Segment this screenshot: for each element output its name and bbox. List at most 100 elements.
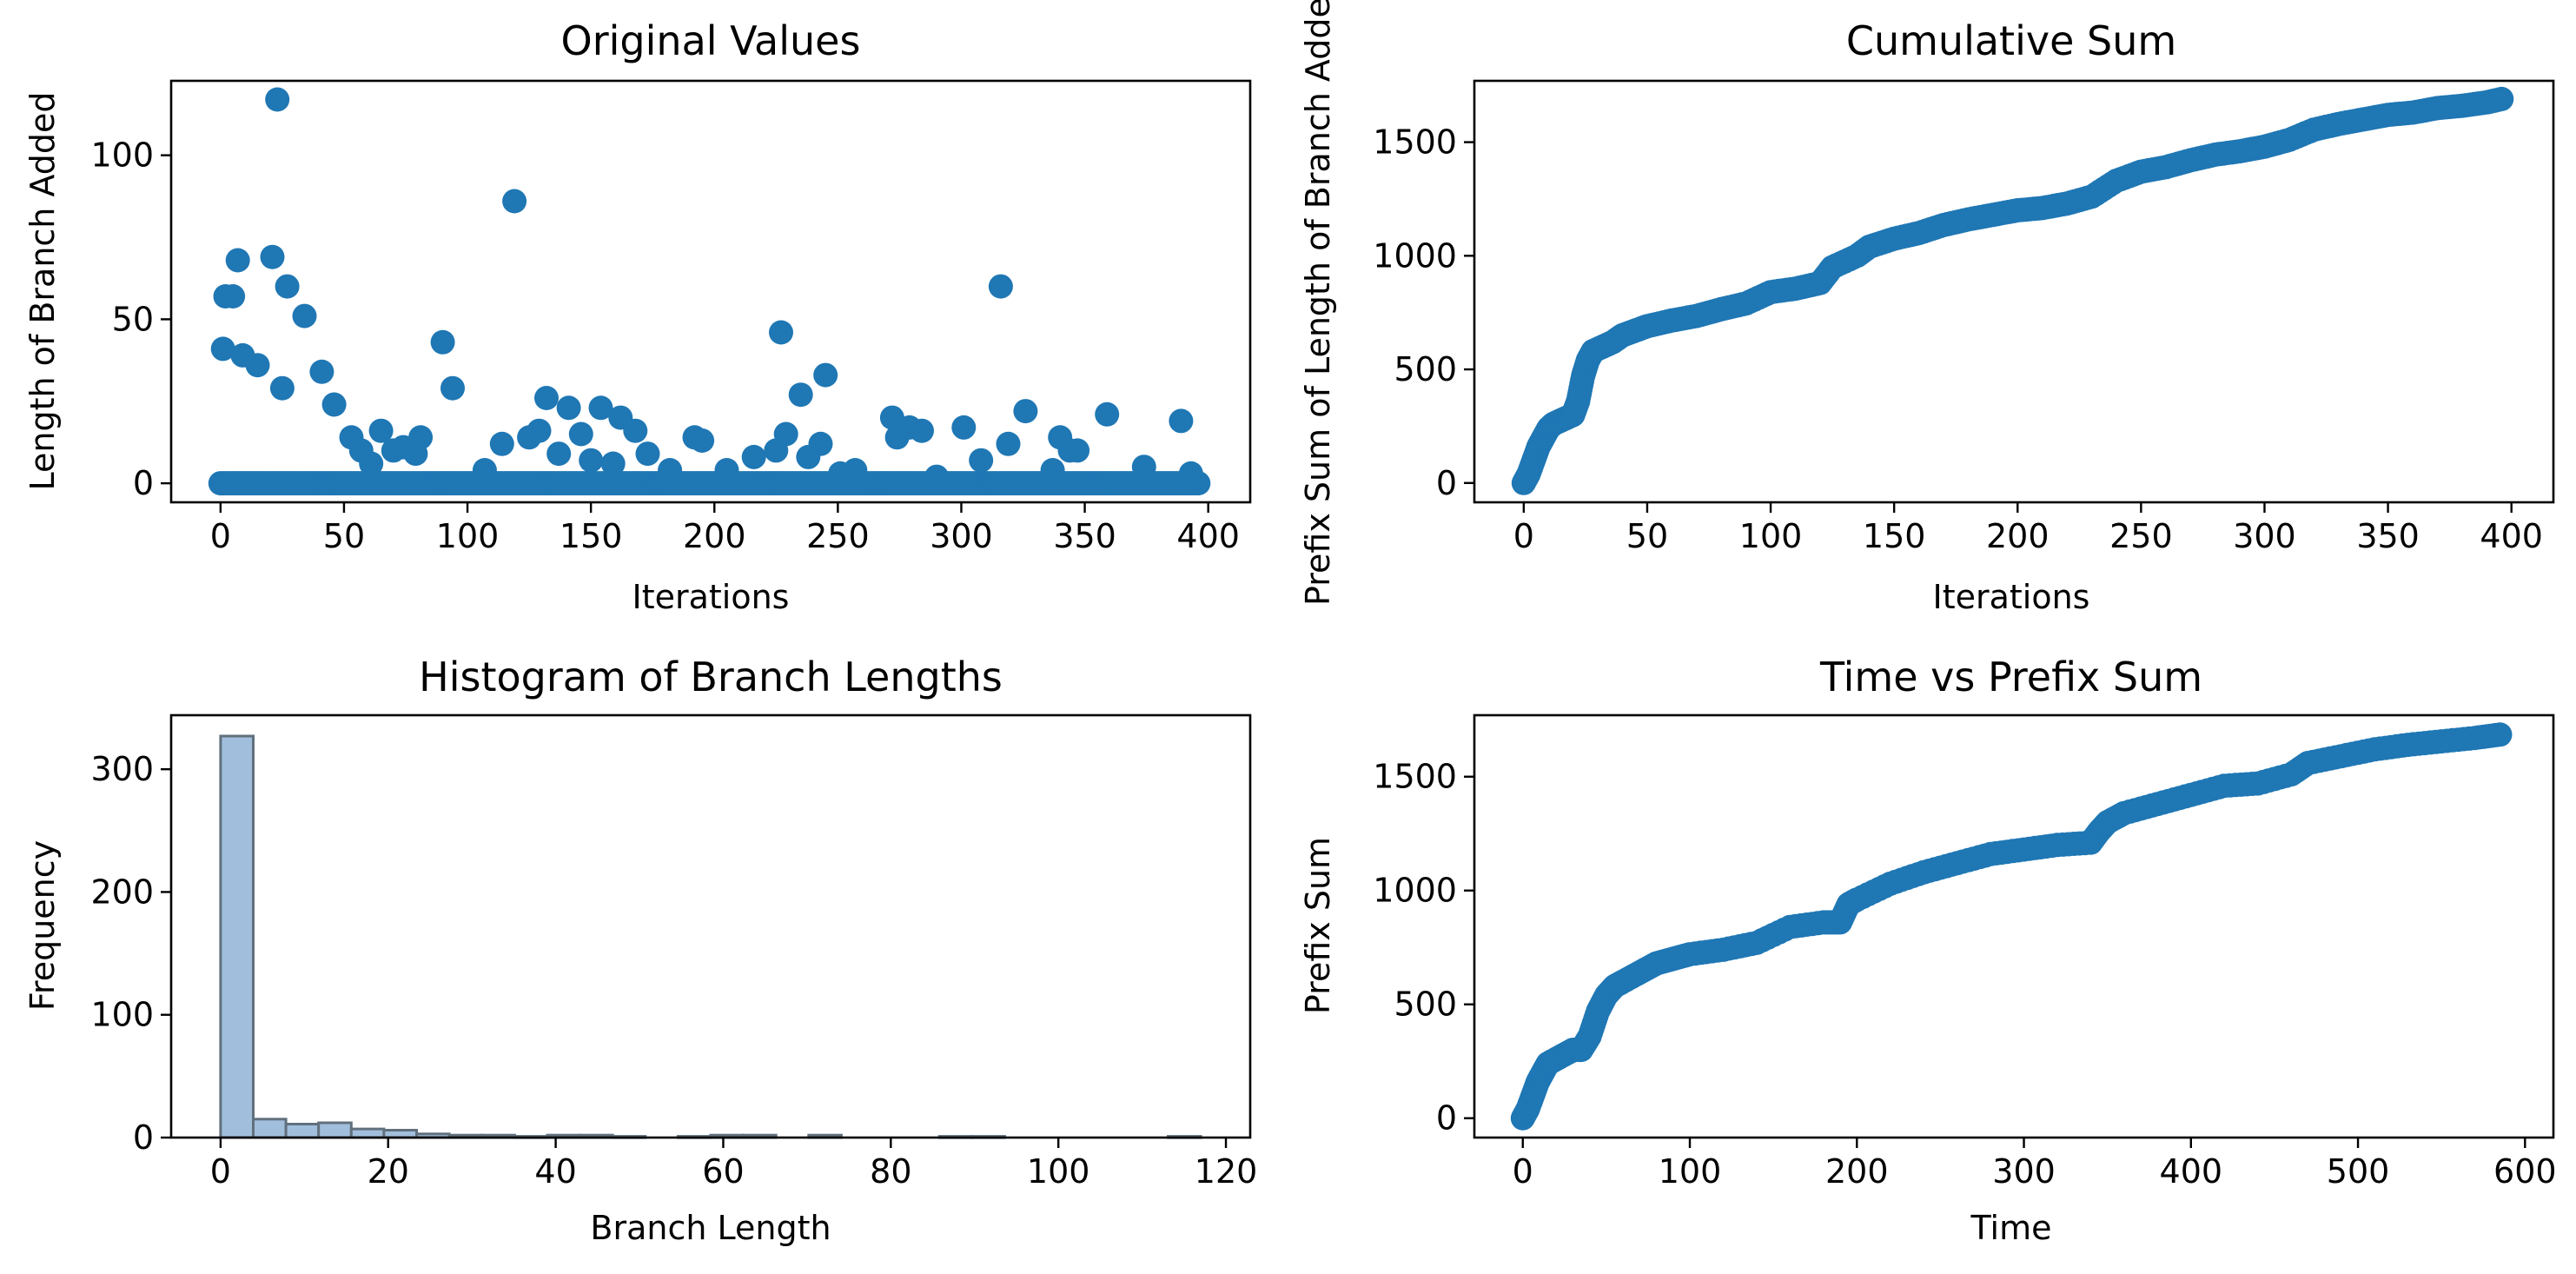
y-tick-label: 100 — [90, 996, 154, 1034]
data-point — [309, 359, 334, 384]
y-tick-label: 0 — [133, 464, 154, 502]
data-point — [1013, 399, 1038, 424]
plot-frame — [1473, 79, 2555, 504]
panel-title: Cumulative Sum — [1846, 17, 2176, 64]
x-tick-label: 200 — [1825, 1152, 1889, 1191]
x-tick-label: 120 — [1195, 1152, 1258, 1191]
panel-time-vs-prefix-sum: Time vs Prefix Sum Time Prefix Sum 0 100 2… — [1299, 654, 2557, 1247]
data-point — [1040, 458, 1065, 482]
x-tick-label: 100 — [436, 517, 500, 555]
y-tick-label: 50 — [112, 300, 154, 338]
x-tick-label: 0 — [210, 517, 231, 555]
data-point — [714, 458, 739, 482]
y-tick-label: 1500 — [1373, 758, 1457, 796]
histogram-bar — [349, 1127, 386, 1139]
x-tick-label: 150 — [1863, 517, 1926, 555]
x-tick-label: 200 — [1986, 517, 2050, 555]
y-tick-label: 1500 — [1373, 123, 1457, 162]
x-tick-label: 500 — [2327, 1152, 2390, 1191]
data-point — [813, 362, 838, 388]
x-tick-label: 400 — [2480, 517, 2543, 555]
panel-title: Time vs Prefix Sum — [1819, 654, 2202, 700]
data-point — [773, 421, 798, 447]
x-tick-label: 400 — [2160, 1152, 2223, 1191]
data-point — [996, 431, 1021, 456]
x-tick-label: 300 — [2233, 517, 2296, 555]
x-tick-label: 50 — [323, 517, 365, 555]
data-point — [910, 418, 934, 443]
y-tick-label: 1000 — [1373, 236, 1457, 275]
x-tick-label: 200 — [683, 517, 746, 555]
data-point — [408, 425, 434, 450]
x-tick-label: 0 — [1513, 517, 1534, 555]
data-point — [623, 418, 648, 443]
data-point — [2489, 86, 2514, 111]
histogram-bar — [317, 1121, 353, 1139]
data-point — [1169, 408, 1194, 434]
y-tick-label: 0 — [1436, 464, 1457, 502]
data-point — [843, 458, 868, 482]
x-tick-label: 80 — [870, 1152, 911, 1191]
data-point — [440, 375, 465, 401]
x-tick-label: 50 — [1626, 517, 1668, 555]
data-point — [988, 274, 1013, 299]
data-point — [788, 382, 813, 408]
data-point — [1065, 438, 1090, 463]
data-point — [2487, 722, 2513, 747]
data-point — [546, 441, 572, 467]
histogram-bar — [284, 1123, 321, 1139]
data-point — [472, 458, 497, 482]
histogram-bar — [252, 1118, 288, 1139]
y-tick-label: 0 — [133, 1118, 154, 1157]
data-point — [210, 336, 235, 362]
y-tick-label: 1000 — [1373, 872, 1457, 910]
plot-frame — [169, 713, 1252, 1139]
y-tick-label: 500 — [1394, 985, 1457, 1024]
data-point — [502, 189, 527, 214]
data-point — [568, 421, 593, 447]
data-point — [269, 375, 295, 401]
x-tick-label: 150 — [560, 517, 623, 555]
data-point — [579, 448, 604, 473]
x-tick-label: 100 — [1739, 517, 1803, 555]
x-tick-label: 300 — [1992, 1152, 2056, 1191]
data-point — [741, 444, 766, 469]
data-point — [769, 320, 793, 345]
data-point — [245, 353, 270, 378]
x-tick-label: 600 — [2493, 1152, 2557, 1191]
x-tick-label: 400 — [1176, 517, 1240, 555]
data-point — [292, 303, 317, 328]
y-tick-label: 100 — [90, 136, 154, 175]
plot-frame — [169, 79, 1252, 504]
plot-marks — [1511, 86, 2514, 495]
data-point — [969, 448, 994, 473]
x-tick-label: 40 — [534, 1152, 576, 1191]
panel-histogram: Histogram of Branch Lengths Branch Lengt… — [23, 654, 1257, 1247]
data-point — [321, 392, 347, 417]
x-tick-label: 100 — [1027, 1152, 1090, 1191]
data-point — [690, 428, 715, 453]
x-tick-label: 250 — [806, 517, 870, 555]
data-point — [489, 431, 514, 456]
panel-title: Histogram of Branch Lengths — [419, 654, 1003, 700]
data-point — [359, 451, 384, 476]
x-tick-label: 100 — [1659, 1152, 1722, 1191]
plot-marks — [1510, 722, 2513, 1131]
x-tick-label: 350 — [2356, 517, 2420, 555]
histogram-bar — [219, 734, 255, 1139]
x-tick-label: 0 — [1513, 1152, 1533, 1191]
data-point — [534, 386, 559, 410]
data-point — [1095, 401, 1120, 427]
data-point — [526, 418, 552, 443]
data-point — [1178, 461, 1203, 486]
x-tick-label: 0 — [210, 1152, 231, 1191]
x-tick-label: 250 — [2109, 517, 2173, 555]
data-point — [221, 284, 246, 309]
plot-marks — [208, 87, 1211, 496]
y-axis-label: Frequency — [23, 840, 62, 1011]
data-point — [368, 418, 394, 443]
data-point — [588, 395, 613, 421]
data-point — [260, 244, 285, 269]
